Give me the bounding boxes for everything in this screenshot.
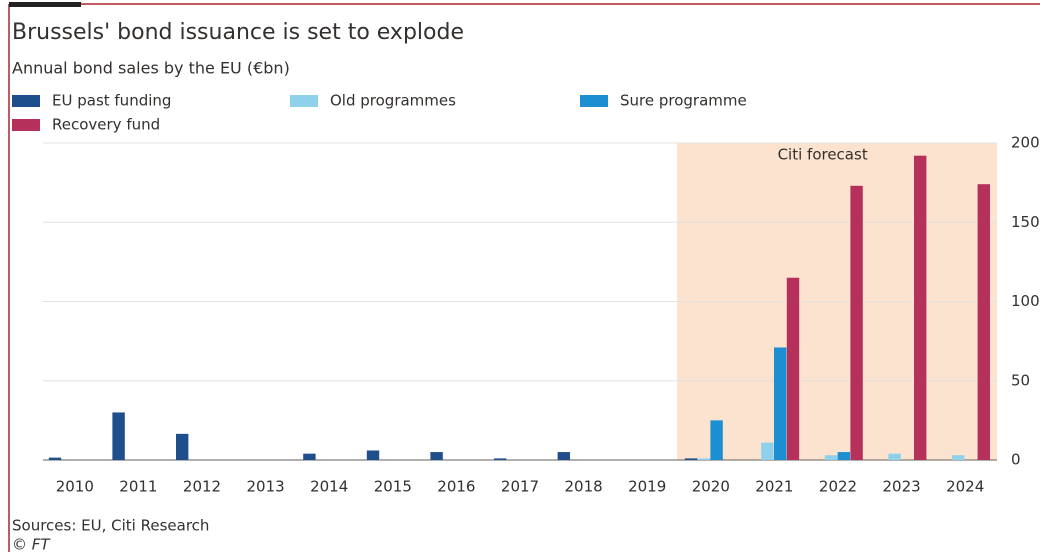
y-tick-label: 150 [1011, 213, 1040, 231]
bar [837, 452, 850, 460]
bar [786, 277, 800, 460]
bar [697, 458, 710, 460]
x-tick-label: 2016 [437, 478, 475, 496]
y-tick-label: 100 [1011, 292, 1040, 310]
source: Sources: EU, Citi Research [12, 517, 209, 535]
bar [303, 453, 316, 460]
bar [850, 185, 863, 461]
legend-swatch [12, 119, 40, 131]
x-tick-label: 2013 [247, 478, 285, 496]
x-tick-label: 2020 [692, 478, 730, 496]
bar [710, 420, 723, 460]
x-tick-label: 2023 [883, 478, 921, 496]
y-tick-label: 200 [1011, 134, 1040, 152]
annotation: Citi forecast [778, 146, 868, 164]
x-tick-label: 2021 [755, 478, 793, 496]
credit: © FT [12, 536, 51, 552]
x-tick-label: 2011 [119, 478, 157, 496]
chart-subtitle: Annual bond sales by the EU (€bn) [12, 59, 290, 78]
x-tick-label: 2015 [374, 478, 412, 496]
bar [494, 458, 507, 460]
bar [48, 457, 62, 460]
bar [176, 433, 189, 460]
x-tick-label: 2012 [183, 478, 221, 496]
bar [914, 155, 927, 460]
bar [824, 455, 838, 460]
x-tick-label: 2018 [565, 478, 603, 496]
ft-bar [9, 2, 81, 7]
legend-label: EU past funding [52, 92, 171, 110]
bar [430, 452, 443, 460]
y-tick-label: 0 [1011, 451, 1021, 469]
bar [952, 455, 965, 460]
legend-swatch [290, 95, 318, 107]
bar [557, 452, 570, 460]
legend-swatch [12, 95, 40, 107]
bar [366, 450, 380, 460]
x-tick-label: 2019 [628, 478, 666, 496]
bar [774, 347, 787, 460]
legend-label: Old programmes [330, 92, 456, 110]
legend-label: Sure programme [620, 92, 747, 110]
y-tick-label: 50 [1011, 371, 1030, 389]
x-tick-label: 2022 [819, 478, 857, 496]
legend-swatch [580, 95, 608, 107]
bar [761, 442, 774, 460]
bar [684, 458, 698, 460]
bar [977, 184, 990, 460]
x-tick-label: 2010 [56, 478, 94, 496]
chart-title: Brussels' bond issuance is set to explod… [12, 20, 464, 45]
bar [112, 412, 125, 460]
legend-label: Recovery fund [52, 116, 160, 134]
x-tick-label: 2017 [501, 478, 539, 496]
x-tick-label: 2024 [946, 478, 984, 496]
bar [888, 453, 901, 460]
x-tick-label: 2014 [310, 478, 348, 496]
